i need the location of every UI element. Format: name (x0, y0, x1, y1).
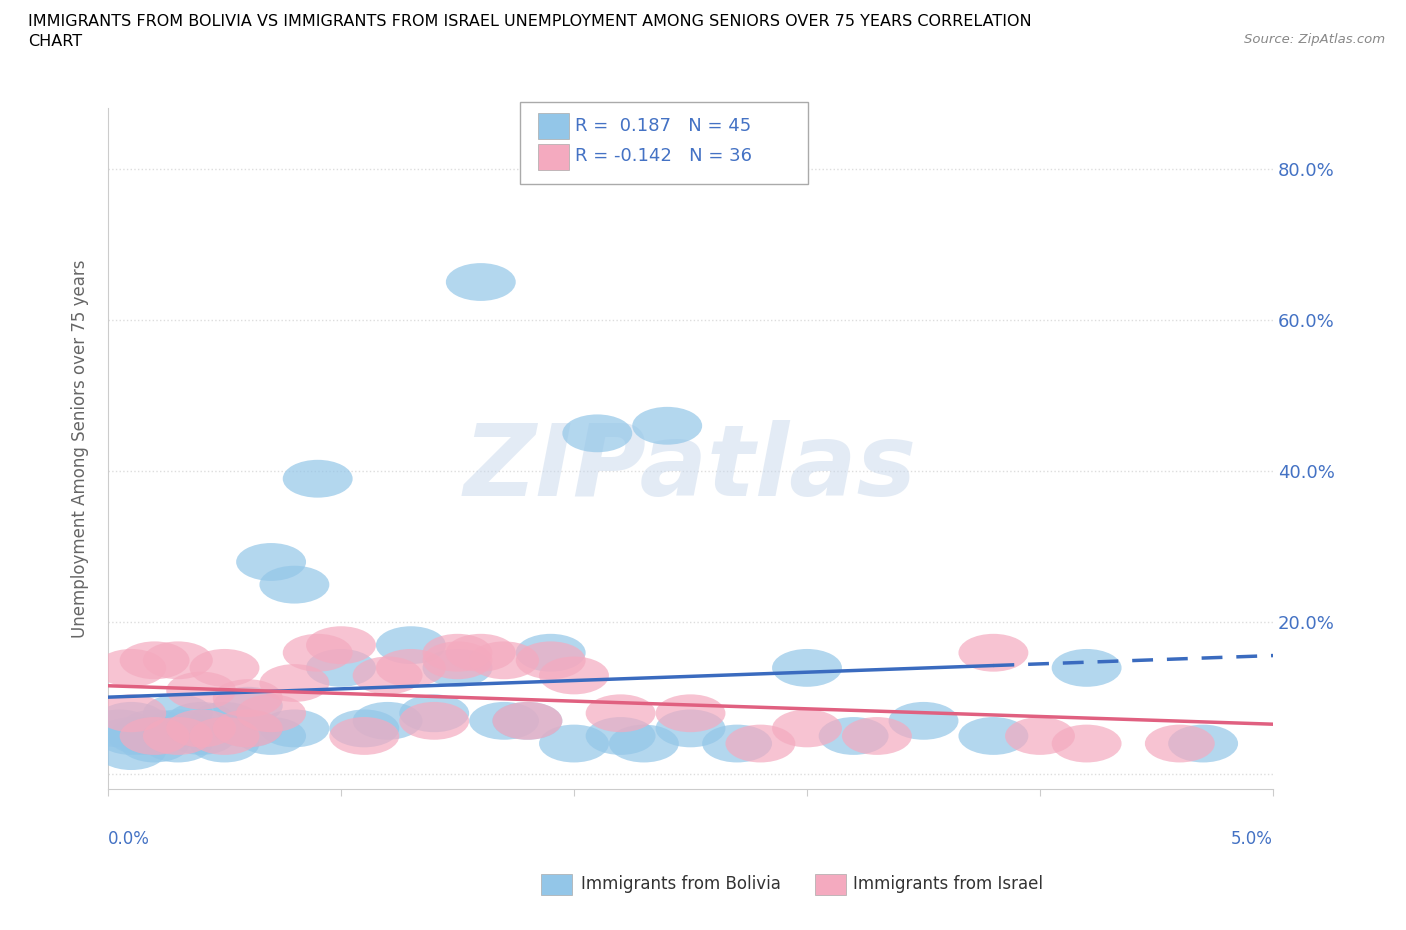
Text: R = -0.142   N = 36: R = -0.142 N = 36 (575, 147, 752, 166)
Y-axis label: Unemployment Among Seniors over 75 years: Unemployment Among Seniors over 75 years (72, 259, 89, 638)
Text: 5.0%: 5.0% (1232, 830, 1272, 848)
Text: R =  0.187   N = 45: R = 0.187 N = 45 (575, 116, 751, 135)
Text: Source: ZipAtlas.com: Source: ZipAtlas.com (1244, 33, 1385, 46)
Text: IMMIGRANTS FROM BOLIVIA VS IMMIGRANTS FROM ISRAEL UNEMPLOYMENT AMONG SENIORS OVE: IMMIGRANTS FROM BOLIVIA VS IMMIGRANTS FR… (28, 14, 1032, 48)
Text: ZIPatlas: ZIPatlas (464, 420, 917, 517)
Text: Immigrants from Israel: Immigrants from Israel (853, 875, 1043, 894)
Text: Immigrants from Bolivia: Immigrants from Bolivia (581, 875, 780, 894)
Text: 0.0%: 0.0% (108, 830, 150, 848)
